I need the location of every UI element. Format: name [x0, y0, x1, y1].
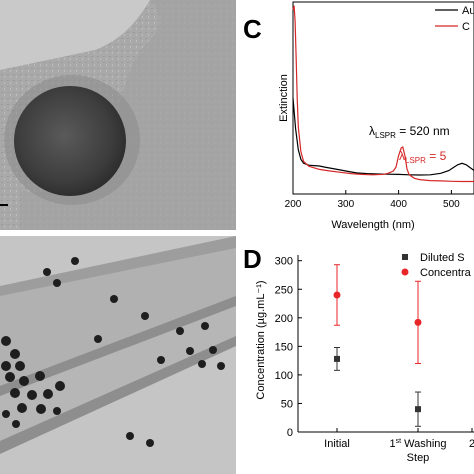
chart-d-legend-marker: [401, 268, 409, 276]
chart-c-xtick-label: 200: [285, 199, 302, 210]
chart-d-legend-label: Diluted S: [420, 252, 465, 264]
tem-tube-core: [0, 306, 236, 441]
chart-d-ytick-label: 0: [287, 427, 293, 439]
tem-image-bottom-svg: [0, 236, 236, 474]
panel-d-letter: D: [243, 244, 262, 274]
chart-d-category-label-line2: Step: [407, 452, 430, 464]
chart-c-annotation: λLSPR = 5: [399, 149, 447, 165]
tem-image-top-svg: [0, 0, 236, 230]
panel-c-letter: C: [243, 14, 262, 44]
chart-d-point: [333, 291, 341, 299]
tem-image-top: [0, 0, 236, 230]
chart-c-frame: [292, 1, 474, 195]
chart-c-xtick-label: 400: [390, 199, 407, 210]
chart-d-ytick-label: 200: [275, 313, 293, 325]
tem-scale-bar: [0, 204, 8, 206]
chart-c-xtick-label: 300: [337, 199, 354, 210]
chart-d-category-label: Initial: [324, 438, 350, 450]
tem-image-bottom: [0, 236, 236, 474]
tem-tube-inner: [0, 248, 236, 386]
chart-d-ytick-label: 50: [281, 398, 293, 410]
chart-c-xtick-label: 500: [443, 199, 460, 210]
chart-d-point: [414, 318, 422, 326]
chart-c-legend-label: C: [462, 21, 470, 33]
chart-d-ytick-label: 250: [275, 284, 293, 296]
tem-background-region: [0, 0, 150, 70]
chart-c-annotation: λLSPR = 520 nm: [369, 124, 450, 140]
chart-d-legend-label: Concentra: [420, 267, 472, 279]
chart-c-series-line: [292, 5, 474, 183]
chart-d-point: [415, 406, 421, 413]
chart-d-ytick-label: 100: [275, 370, 293, 382]
chart-c-xlabel: Wavelength (nm): [331, 219, 414, 231]
chart-c-series-line: [292, 97, 474, 176]
chart-d-ytick-label: 150: [275, 341, 293, 353]
tem-particles: [1, 257, 225, 447]
chart-c-ylabel: Extinction: [278, 74, 290, 122]
chart-d-category-label: 1st Washing: [389, 438, 446, 450]
chart-d-point: [334, 355, 340, 362]
chart-d-ytick-label: 300: [275, 256, 293, 268]
chart-d-category-label: 2: [469, 438, 474, 450]
tem-nanoparticle: [14, 86, 126, 196]
chart-d-legend-marker: [402, 254, 408, 260]
chart-c-legend-label: Au: [462, 5, 474, 17]
chart-d-ylabel: Concentration (µg.mL⁻¹): [255, 280, 267, 399]
